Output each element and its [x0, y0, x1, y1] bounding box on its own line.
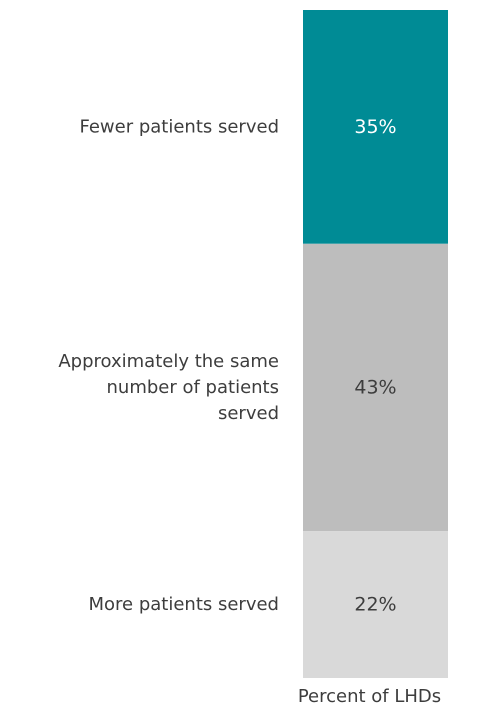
category-label-1: Fewer patients served [79, 116, 279, 137]
category-label-line: served [218, 403, 279, 424]
bar-segment-2 [303, 243, 448, 532]
data-label-2: 43% [354, 376, 396, 398]
category-label-line: Fewer patients served [79, 116, 279, 137]
category-label-line: More patients served [88, 594, 279, 615]
category-label-2: Approximately the same number of patients… [58, 351, 279, 424]
category-label-line: number of patients [107, 377, 279, 398]
category-label-3: More patients served [88, 594, 279, 615]
category-label-line: Approximately the same [58, 351, 279, 372]
bar-segment-3 [303, 531, 448, 678]
bar-segments: 35% 43% 22% [303, 10, 448, 678]
category-labels: Fewer patients served Approximately the s… [58, 116, 279, 615]
data-label-3: 22% [354, 594, 396, 616]
bar-segment-1 [303, 10, 448, 244]
data-label-1: 35% [354, 116, 396, 138]
x-axis-label: Percent of LHDs [298, 686, 441, 707]
